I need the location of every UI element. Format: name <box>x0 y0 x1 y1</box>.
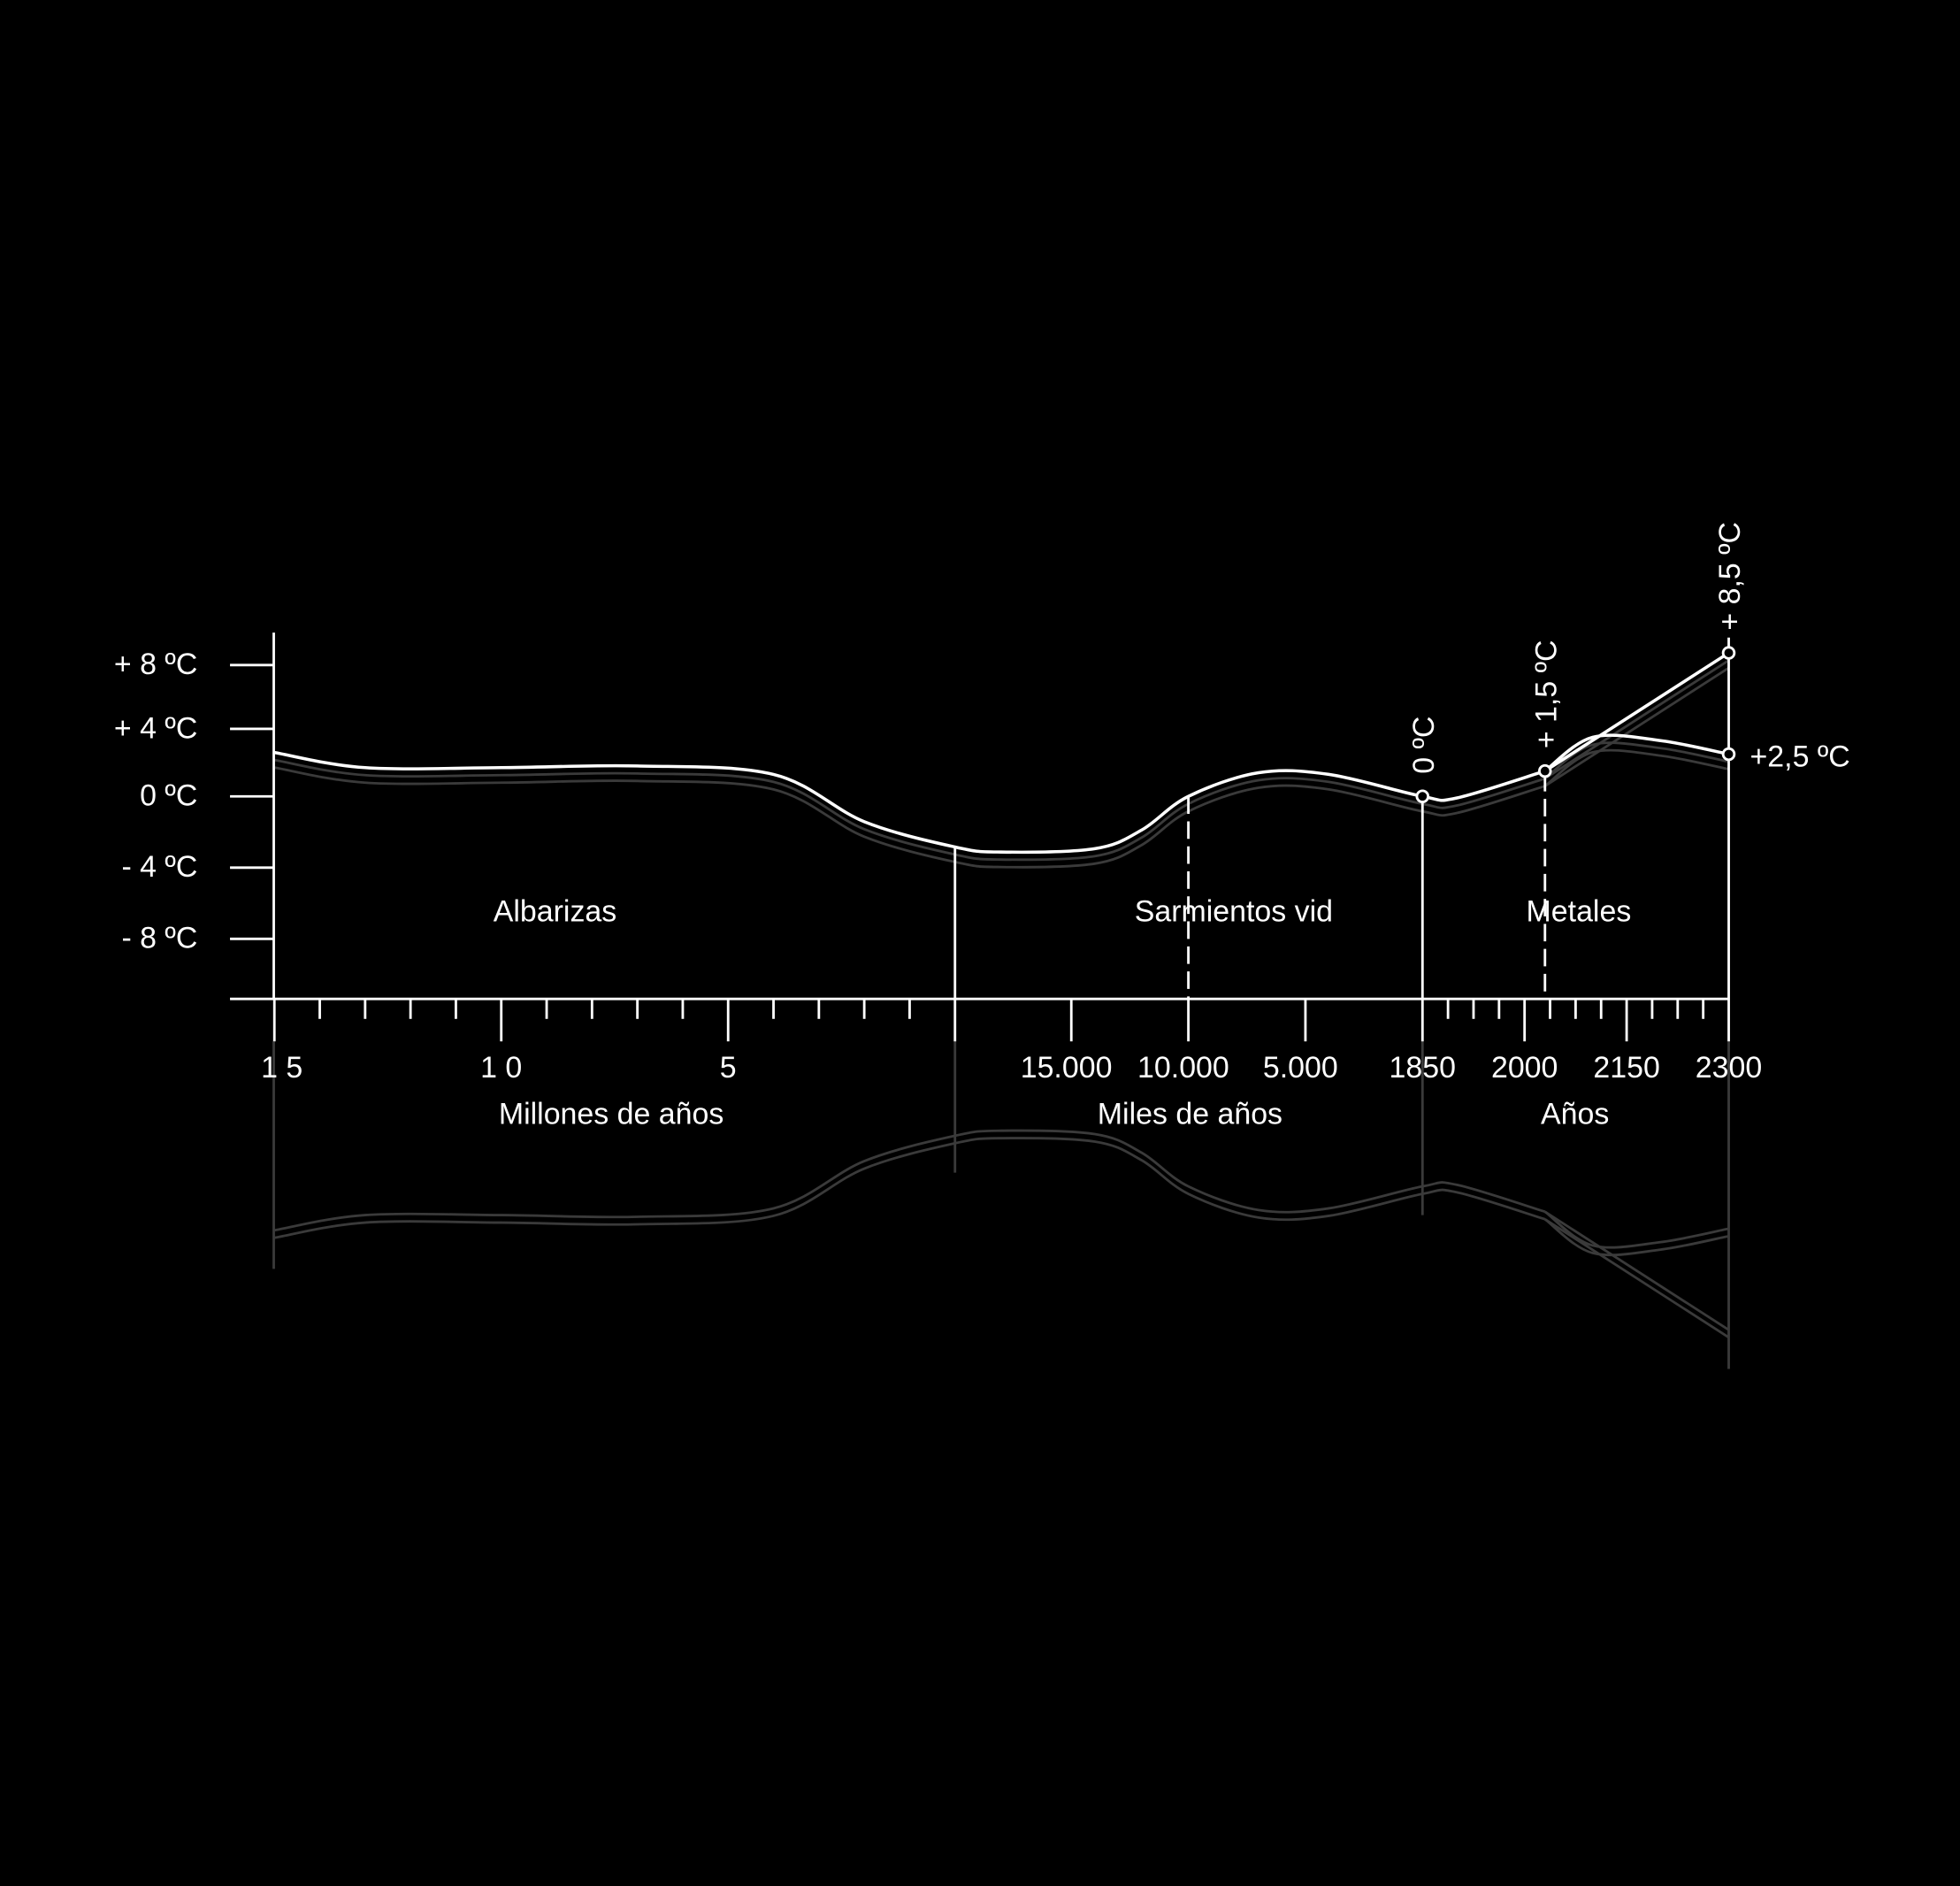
x-tick-label: 1 5 <box>261 1051 302 1085</box>
data-point-marker <box>1721 646 1736 660</box>
marker-label: 0 ºC <box>1407 717 1441 774</box>
axes <box>230 632 1730 1042</box>
reflected-shadow-curve <box>1543 1210 1729 1249</box>
marker-label: +2,5 ºC <box>1750 740 1850 774</box>
data-point-marker <box>1415 789 1430 804</box>
y-tick-label: + 8 ºC <box>114 648 197 681</box>
temperature-curve <box>273 750 1546 855</box>
shadow-curve <box>1544 659 1730 780</box>
x-tick-label: 1 0 <box>480 1051 522 1085</box>
marker-label: + 1,5 ºC <box>1529 640 1563 749</box>
y-tick-label: 0 ºC <box>140 779 197 813</box>
region-label: Sarmientos vid <box>1135 895 1333 929</box>
reflected-shadow-curve <box>1544 1210 1730 1331</box>
region-label: Metales <box>1527 895 1632 929</box>
marker-label: + 8,5 ºC <box>1713 522 1747 631</box>
x-tick-label: 2150 <box>1593 1051 1659 1085</box>
data-point-marker <box>1537 763 1552 778</box>
low-scenario-curve <box>1543 733 1729 773</box>
reflected-shadow-curve <box>1544 1218 1730 1338</box>
y-tick-label: - 8 ºC <box>121 922 197 955</box>
curves <box>273 646 1736 855</box>
high-scenario-line <box>1543 651 1730 773</box>
shadow-curve <box>1543 741 1729 780</box>
x-tick-label: 10.000 <box>1137 1051 1229 1085</box>
x-tick-label: 2300 <box>1696 1051 1762 1085</box>
x-tick-label: 1850 <box>1390 1051 1456 1085</box>
shadow-curve <box>273 758 1546 862</box>
x-tick-label: 2000 <box>1491 1051 1558 1085</box>
x-tick-label: 5.000 <box>1263 1051 1338 1085</box>
reflected-shadow-curve <box>273 1129 1546 1232</box>
shadow-curve <box>1543 748 1729 787</box>
data-point-marker <box>1721 747 1736 762</box>
shadow-curves <box>272 659 1730 1369</box>
x-segment-title: Millones de años <box>499 1097 724 1131</box>
reflected-shadow-curve <box>273 1137 1546 1239</box>
shadow-curve <box>1544 666 1730 787</box>
reflected-shadow-curve <box>1543 1218 1729 1257</box>
x-tick-label: 5 <box>720 1051 737 1085</box>
x-tick-label: 15.000 <box>1021 1051 1113 1085</box>
labels: + 8 ºC + 4 ºC 0 ºC - 4 ºC - 8 ºC 1 5 1 0 5 Millo… <box>114 522 1850 1131</box>
x-segment-title: Miles de años <box>1098 1097 1282 1131</box>
shadow-curve <box>273 766 1546 869</box>
y-tick-label: + 4 ºC <box>114 711 197 745</box>
x-segment-title: Años <box>1541 1097 1609 1131</box>
region-label: Albarizas <box>494 895 616 929</box>
y-tick-label: - 4 ºC <box>121 850 197 884</box>
